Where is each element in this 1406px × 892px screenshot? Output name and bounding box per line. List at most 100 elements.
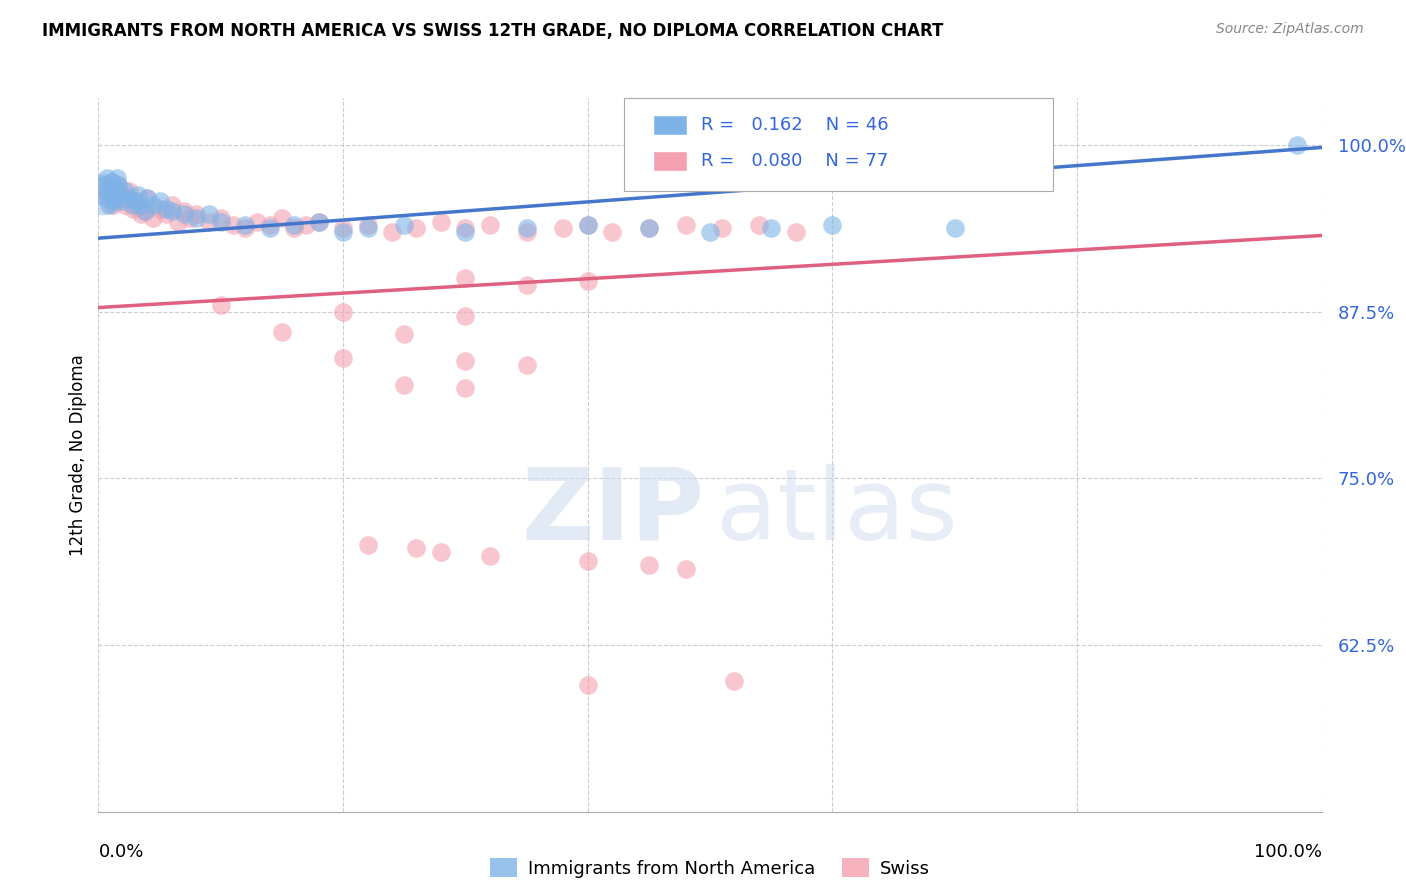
Point: [356, 218, 378, 232]
Point: [233, 218, 256, 232]
Point: [515, 358, 537, 372]
Point: [332, 304, 354, 318]
Point: [392, 218, 416, 232]
Text: atlas: atlas: [716, 464, 957, 560]
Point: [259, 220, 281, 235]
Point: [233, 220, 256, 235]
Text: Source: ZipAtlas.com: Source: ZipAtlas.com: [1216, 22, 1364, 37]
Point: [392, 327, 416, 342]
Point: [155, 207, 177, 221]
Point: [105, 171, 128, 186]
Point: [454, 354, 477, 368]
Point: [101, 175, 124, 189]
Point: [675, 218, 697, 232]
Point: [270, 211, 294, 226]
Point: [111, 191, 134, 205]
Point: [576, 218, 599, 232]
Point: [160, 204, 183, 219]
Point: [118, 191, 141, 205]
Point: [127, 198, 149, 212]
Text: ZIP: ZIP: [522, 464, 704, 560]
Point: [454, 309, 477, 323]
Point: [270, 325, 294, 339]
Point: [381, 225, 404, 239]
Point: [576, 218, 599, 232]
Point: [785, 225, 807, 239]
Point: [129, 207, 152, 221]
Point: [515, 277, 537, 292]
Legend: Immigrants from North America, Swiss: Immigrants from North America, Swiss: [482, 851, 938, 885]
Text: R =   0.080    N = 77: R = 0.080 N = 77: [702, 152, 889, 169]
Point: [430, 544, 453, 558]
Point: [134, 204, 156, 219]
Point: [129, 198, 152, 212]
Y-axis label: 12th Grade, No Diploma: 12th Grade, No Diploma: [69, 354, 87, 556]
Point: [186, 211, 208, 226]
Point: [101, 198, 124, 212]
Point: [110, 188, 132, 202]
Point: [454, 271, 477, 285]
Point: [101, 175, 124, 189]
Point: [308, 215, 330, 229]
Point: [105, 194, 128, 208]
Point: [97, 185, 120, 199]
Point: [100, 180, 122, 194]
Text: IMMIGRANTS FROM NORTH AMERICA VS SWISS 12TH GRADE, NO DIPLOMA CORRELATION CHART: IMMIGRANTS FROM NORTH AMERICA VS SWISS 1…: [42, 22, 943, 40]
Point: [821, 218, 844, 232]
Point: [118, 185, 141, 199]
Point: [107, 178, 129, 192]
Point: [96, 171, 118, 186]
Point: [209, 215, 232, 229]
Point: [173, 207, 195, 221]
Point: [197, 207, 219, 221]
Point: [94, 185, 117, 199]
Point: [515, 225, 537, 239]
Point: [121, 202, 143, 216]
Point: [454, 225, 477, 239]
Point: [134, 204, 156, 219]
Point: [149, 194, 172, 208]
Point: [699, 225, 721, 239]
Point: [1286, 137, 1309, 152]
Point: [295, 218, 318, 232]
Point: [173, 204, 195, 219]
Point: [332, 351, 354, 366]
Point: [104, 185, 127, 199]
Point: [110, 188, 132, 202]
Point: [576, 274, 599, 288]
Point: [107, 178, 129, 192]
Point: [222, 218, 245, 232]
Point: [637, 220, 661, 235]
Point: [356, 538, 378, 552]
Point: [160, 198, 183, 212]
Point: [114, 185, 136, 199]
Point: [91, 187, 114, 202]
Point: [332, 225, 354, 239]
Point: [114, 198, 136, 212]
Point: [97, 191, 120, 205]
Point: [405, 220, 427, 235]
Point: [91, 178, 114, 192]
FancyBboxPatch shape: [624, 98, 1053, 191]
Point: [197, 215, 219, 229]
Point: [478, 549, 501, 563]
Point: [209, 211, 232, 226]
Point: [91, 178, 114, 192]
Point: [142, 211, 165, 226]
Point: [209, 298, 232, 312]
Point: [332, 220, 354, 235]
Point: [103, 194, 125, 208]
Point: [637, 220, 661, 235]
Point: [155, 202, 177, 216]
Point: [283, 218, 305, 232]
Point: [167, 215, 190, 229]
Point: [283, 220, 305, 235]
Point: [186, 207, 208, 221]
Point: [104, 185, 127, 199]
Point: [761, 220, 783, 235]
Point: [142, 198, 165, 212]
Text: R =   0.162    N = 46: R = 0.162 N = 46: [702, 116, 889, 134]
Text: 100.0%: 100.0%: [1254, 843, 1322, 861]
Point: [637, 558, 661, 572]
Point: [127, 188, 149, 202]
